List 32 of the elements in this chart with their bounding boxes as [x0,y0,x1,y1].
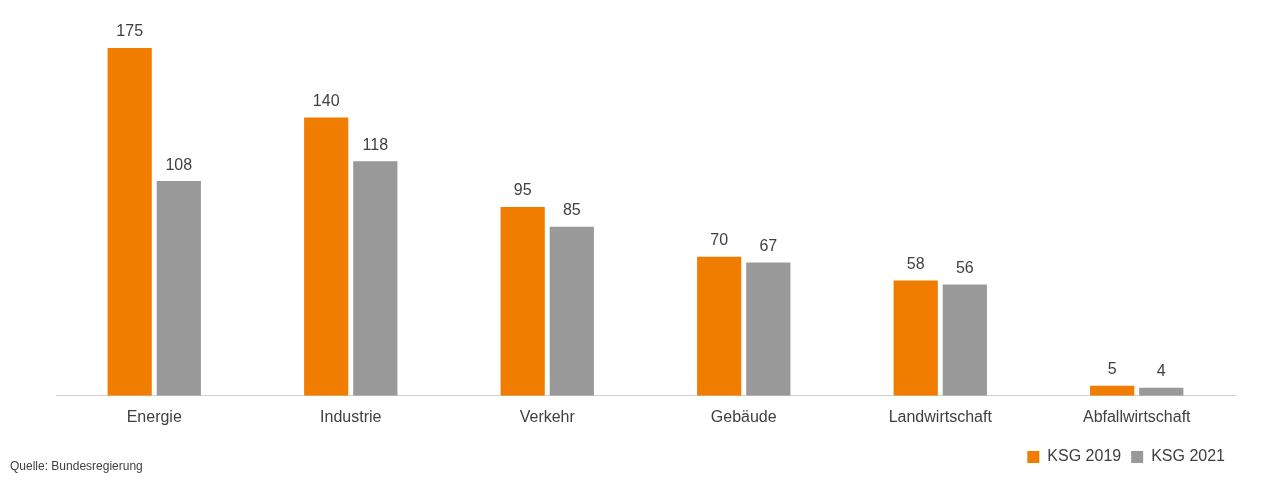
data-label: 108 [165,155,193,173]
x-tick-label: Gebäude [710,407,777,425]
data-label: 4 [1156,362,1166,380]
x-tick-label: Energie [126,407,182,425]
data-label: 5 [1107,360,1117,378]
x-tick-label: Industrie [320,407,382,425]
x-tick-label: Abfallwirtschaft [1082,407,1192,425]
bar [500,206,545,396]
bar [107,47,152,396]
data-label: 118 [362,135,389,153]
x-tick-label: Landwirtschaft [888,407,993,425]
bar [697,256,742,396]
data-label: 95 [513,181,532,199]
data-label: 67 [759,237,778,255]
x-tick-label: Verkehr [519,407,576,425]
bar [942,284,987,396]
bar [304,117,349,396]
bar [1090,385,1135,396]
bar [353,161,398,396]
data-label: 140 [312,91,340,109]
legend-label: KSG 2019 [1047,447,1122,465]
bar [156,181,201,396]
data-label: 56 [955,258,974,276]
bar [549,226,594,396]
source-note: Quelle: Bundesregierung [10,459,143,474]
bar [893,280,938,396]
data-label: 175 [116,22,144,40]
legend-label: KSG 2021 [1151,447,1226,465]
data-label: 85 [562,201,581,219]
data-label: 58 [906,254,925,272]
bar [746,262,791,396]
data-label: 70 [710,231,729,249]
